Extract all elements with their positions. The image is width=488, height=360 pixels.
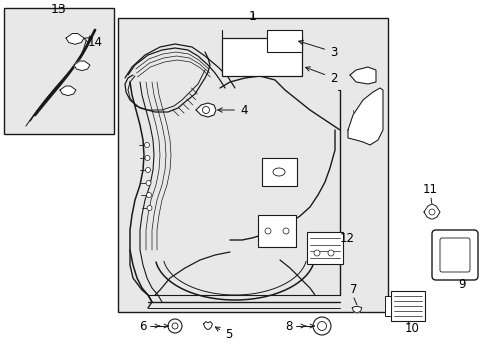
Circle shape bbox=[145, 167, 150, 172]
Text: 10: 10 bbox=[404, 322, 419, 335]
Bar bbox=[4, 8, 114, 134]
Polygon shape bbox=[196, 103, 216, 117]
Text: 12: 12 bbox=[339, 231, 354, 244]
Bar bbox=[384, 296, 390, 316]
Bar bbox=[266, 30, 302, 52]
FancyBboxPatch shape bbox=[439, 238, 469, 272]
Circle shape bbox=[144, 143, 149, 148]
Circle shape bbox=[327, 250, 333, 256]
Text: 13: 13 bbox=[51, 3, 67, 16]
Polygon shape bbox=[351, 306, 361, 313]
Circle shape bbox=[172, 323, 178, 329]
Bar bbox=[262, 158, 296, 186]
Text: 11: 11 bbox=[422, 183, 437, 196]
Text: 1: 1 bbox=[248, 10, 256, 23]
Polygon shape bbox=[347, 88, 382, 145]
Circle shape bbox=[146, 193, 151, 198]
Text: 3: 3 bbox=[298, 40, 337, 59]
Polygon shape bbox=[203, 321, 212, 329]
Text: 14: 14 bbox=[84, 36, 102, 49]
Bar bbox=[258, 215, 295, 247]
Bar bbox=[306, 232, 342, 264]
Text: 2: 2 bbox=[305, 67, 337, 85]
FancyBboxPatch shape bbox=[431, 230, 477, 280]
Bar bbox=[222, 38, 302, 76]
Polygon shape bbox=[66, 33, 84, 44]
Circle shape bbox=[428, 209, 434, 215]
Circle shape bbox=[313, 250, 319, 256]
Bar bbox=[390, 291, 424, 321]
Circle shape bbox=[145, 156, 150, 161]
Text: 6: 6 bbox=[139, 320, 147, 333]
Circle shape bbox=[317, 321, 326, 330]
Circle shape bbox=[312, 317, 330, 335]
Polygon shape bbox=[74, 61, 90, 71]
Bar bbox=[118, 18, 387, 312]
Text: 4: 4 bbox=[218, 104, 247, 117]
Circle shape bbox=[168, 319, 182, 333]
Polygon shape bbox=[60, 86, 76, 96]
Circle shape bbox=[202, 107, 209, 113]
Circle shape bbox=[264, 228, 270, 234]
Ellipse shape bbox=[272, 168, 285, 176]
Text: 5: 5 bbox=[215, 327, 232, 342]
Polygon shape bbox=[349, 67, 375, 84]
Circle shape bbox=[283, 228, 288, 234]
Polygon shape bbox=[423, 204, 439, 219]
Circle shape bbox=[146, 180, 151, 185]
Circle shape bbox=[147, 206, 152, 211]
Text: 9: 9 bbox=[457, 278, 465, 291]
Text: 8: 8 bbox=[285, 320, 292, 333]
Text: 7: 7 bbox=[349, 283, 357, 296]
